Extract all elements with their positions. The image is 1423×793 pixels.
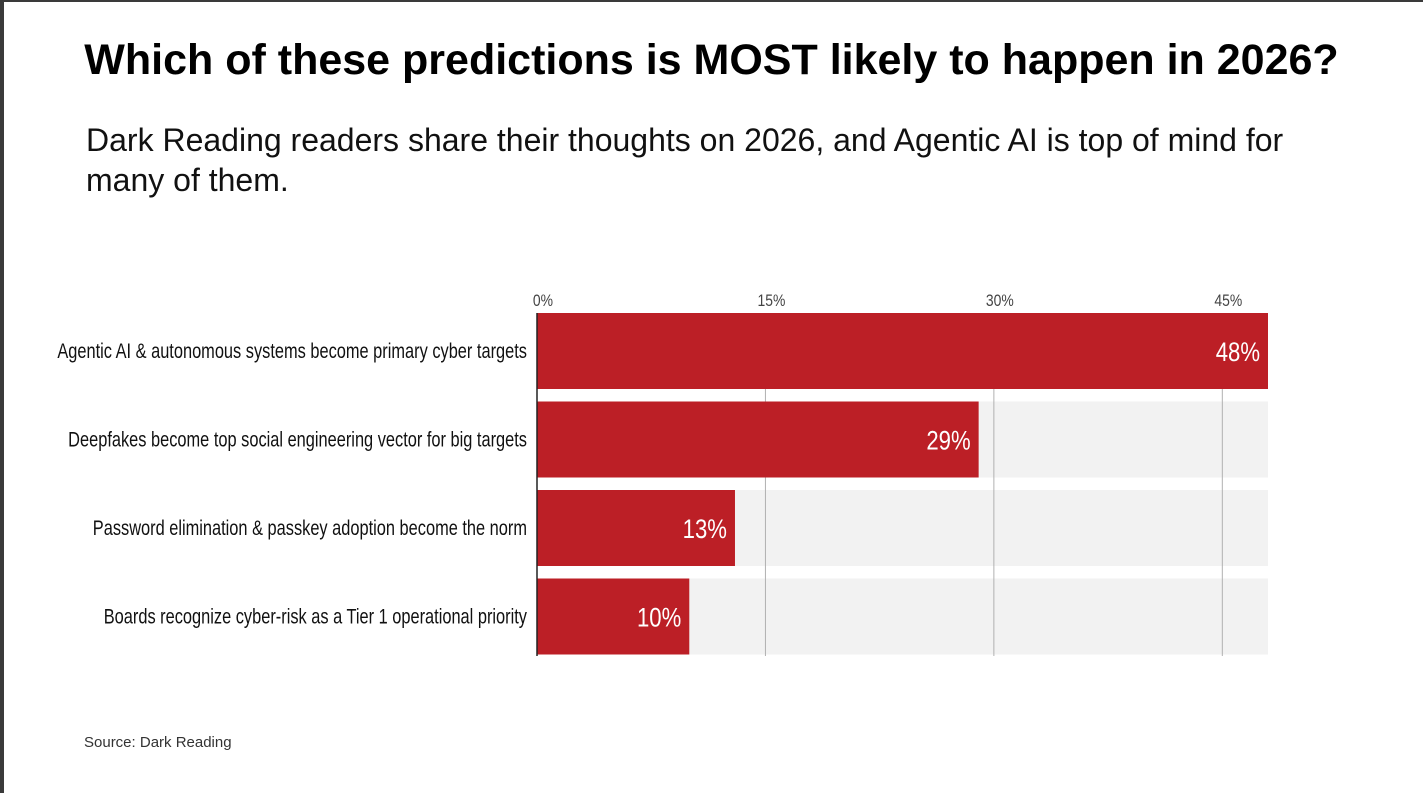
chart-subtitle: Dark Reading readers share their thought… — [86, 122, 1284, 198]
category-label: Deepfakes become top social engineering … — [68, 428, 527, 451]
category-label: Password elimination & passkey adoption … — [93, 516, 527, 539]
frame-left-border — [0, 0, 4, 793]
bar — [537, 578, 690, 655]
x-tick-label: 30% — [986, 292, 1014, 311]
bar-value-label: 29% — [926, 427, 970, 457]
source-note: Source: Dark Reading — [84, 734, 232, 751]
bar-value-label: 48% — [1216, 338, 1260, 368]
x-tick-label: 15% — [757, 292, 785, 311]
bar — [537, 401, 979, 478]
chart-title: Which of these predictions is MOST likel… — [84, 36, 1339, 84]
frame-top-border — [0, 0, 1423, 2]
bar — [537, 490, 735, 566]
bar-value-label: 13% — [683, 515, 727, 545]
bar — [537, 313, 1268, 389]
x-tick-label: 45% — [1214, 292, 1242, 311]
category-label: Agentic AI & autonomous systems become p… — [57, 339, 527, 362]
category-label: Boards recognize cyber-risk as a Tier 1 … — [104, 605, 528, 628]
bar-value-label: 10% — [637, 604, 681, 634]
x-tick-label: 0% — [533, 292, 553, 311]
